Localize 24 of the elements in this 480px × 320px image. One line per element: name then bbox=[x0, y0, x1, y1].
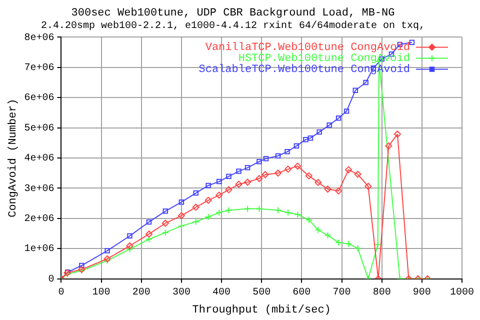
x-tick-label: 1000 bbox=[450, 287, 474, 298]
x-tick-label: 500 bbox=[252, 287, 271, 298]
chart-title: 300sec Web100tune, UDP CBR Background Load, MB-NG bbox=[71, 8, 395, 20]
y-tick-label: 2e+06 bbox=[24, 214, 54, 226]
chart-subtitle: 2.4.20smp web100-2.2.1, e1000-4.4.12 rxint 64/64moderate on txq, bbox=[40, 20, 426, 32]
y-axis-title: CongAvoid (Number) bbox=[8, 98, 20, 218]
y-tick-label: 1e+06 bbox=[24, 244, 54, 256]
x-tick-label: 800 bbox=[372, 287, 391, 298]
x-tick-label: 0 bbox=[58, 287, 64, 298]
y-tick-label: 5e+06 bbox=[24, 123, 54, 134]
x-tick-label: 900 bbox=[412, 287, 431, 298]
y-tick-label: 7e+06 bbox=[24, 63, 54, 74]
y-tick-label: 8e+06 bbox=[24, 32, 54, 44]
x-axis-title: Throughput (mbit/sec) bbox=[192, 304, 331, 316]
y-tick-label: 4e+06 bbox=[24, 154, 54, 165]
x-tick-label: 300 bbox=[172, 287, 190, 298]
x-tick-label: 400 bbox=[212, 287, 231, 298]
x-tick-label: 700 bbox=[332, 287, 351, 298]
y-tick-label: 3e+06 bbox=[24, 184, 54, 195]
y-tick-label: 6e+06 bbox=[24, 93, 54, 104]
x-tick-label: 100 bbox=[92, 287, 110, 298]
x-tick-label: 200 bbox=[132, 287, 150, 298]
x-tick-label: 600 bbox=[292, 287, 311, 298]
y-tick-label: 0 bbox=[48, 274, 54, 286]
